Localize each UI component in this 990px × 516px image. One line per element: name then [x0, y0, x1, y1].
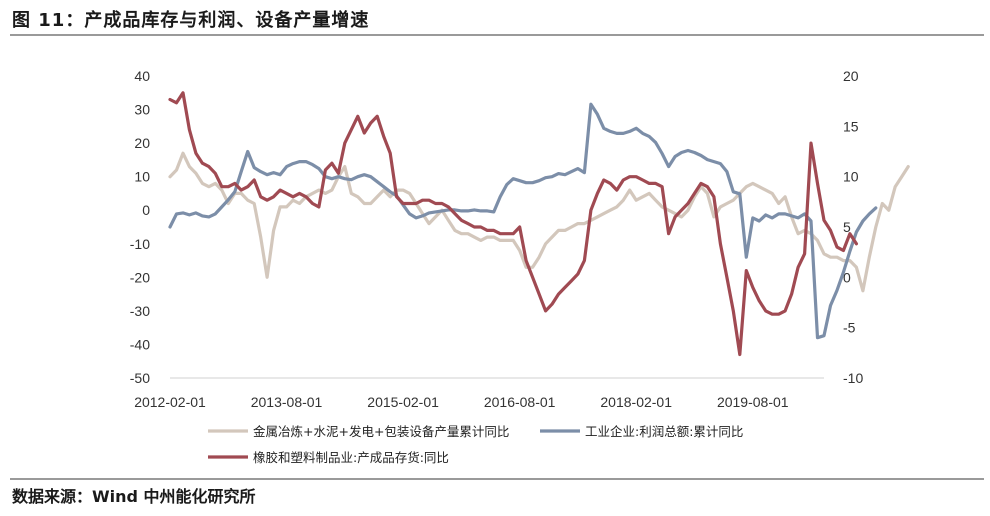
left-tick-label: 40	[134, 68, 150, 84]
left-tick-label: 0	[142, 202, 150, 218]
bottom-divider	[10, 478, 984, 480]
left-axis: 40 30 20 10 0 -10 -20 -30 -40 -50	[130, 68, 150, 386]
series-lines	[168, 91, 910, 357]
right-axis: 20 15 10 5 0 -5 -10	[843, 68, 863, 386]
x-tick-label: 2016-08-01	[484, 394, 556, 410]
series-line-2	[168, 102, 878, 340]
right-tick-label: 0	[843, 269, 851, 285]
figure-title: 图 11：产成品库存与利润、设备产量增速	[12, 10, 370, 31]
x-tick-label: 2018-02-01	[600, 394, 672, 410]
x-tick-label: 2013-08-01	[251, 394, 323, 410]
x-tick-label: 2019-08-01	[717, 394, 789, 410]
line-chart: 40 30 20 10 0 -10 -20 -30 -40 -50 20 15 10 5 0 -5 -10 2…	[130, 68, 910, 465]
x-tick-label: 2012-02-01	[134, 394, 206, 410]
left-tick-label: 10	[134, 169, 150, 185]
left-tick-label: 30	[134, 102, 150, 118]
legend-label: 金属冶炼+水泥+发电+包装设备产量累计同比	[253, 424, 509, 439]
right-tick-label: 15	[843, 118, 859, 134]
legend-label: 橡胶和塑料制品业:产成品存货:同比	[253, 450, 449, 465]
series-line-3	[168, 91, 859, 357]
series-line-1	[168, 151, 910, 293]
legend: 金属冶炼+水泥+发电+包装设备产量累计同比 工业企业:利润总额:累计同比橡胶和塑料…	[208, 424, 743, 465]
data-source: 数据来源：Wind 中州能化研究所	[12, 487, 256, 506]
legend-label: 工业企业:利润总额:累计同比	[585, 424, 743, 439]
left-tick-label: -10	[130, 236, 150, 252]
x-axis: 2012-02-01 2013-08-01 2015-02-01 2016-08-01…	[134, 394, 789, 410]
top-divider	[10, 34, 984, 36]
right-tick-label: -10	[843, 370, 863, 386]
right-tick-label: -5	[843, 320, 856, 336]
left-tick-label: 20	[134, 135, 150, 151]
left-tick-label: -30	[130, 303, 150, 319]
left-tick-label: -20	[130, 269, 150, 285]
x-tick-label: 2015-02-01	[367, 394, 439, 410]
left-tick-label: -40	[130, 336, 150, 352]
right-tick-label: 5	[843, 219, 851, 235]
right-tick-label: 10	[843, 169, 859, 185]
right-tick-label: 20	[843, 68, 859, 84]
left-tick-label: -50	[130, 370, 150, 386]
